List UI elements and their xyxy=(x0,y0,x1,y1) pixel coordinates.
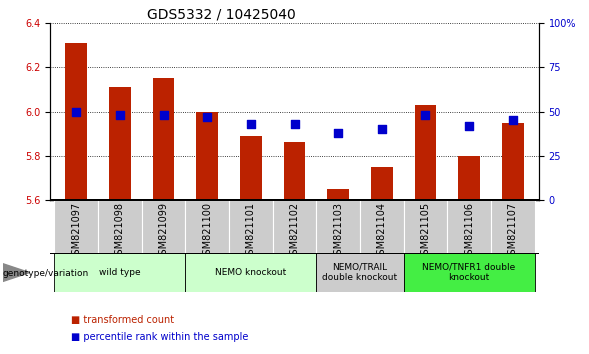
Text: GSM821098: GSM821098 xyxy=(115,202,125,261)
Bar xyxy=(153,78,174,200)
Bar xyxy=(327,189,349,200)
Text: ■ percentile rank within the sample: ■ percentile rank within the sample xyxy=(71,332,248,342)
Bar xyxy=(458,156,480,200)
Point xyxy=(246,121,256,127)
Text: GSM821107: GSM821107 xyxy=(508,202,518,261)
Bar xyxy=(65,43,87,200)
Bar xyxy=(371,167,393,200)
Point xyxy=(464,123,474,129)
Text: GSM821102: GSM821102 xyxy=(290,202,299,261)
Text: GSM821105: GSM821105 xyxy=(421,202,431,261)
Point xyxy=(159,112,168,118)
Text: genotype/variation: genotype/variation xyxy=(3,269,89,278)
Point xyxy=(290,121,299,127)
Point xyxy=(377,126,386,132)
Text: GSM821104: GSM821104 xyxy=(377,202,387,261)
Bar xyxy=(316,200,360,253)
Bar xyxy=(403,253,535,292)
Text: GSM821099: GSM821099 xyxy=(158,202,168,261)
Bar xyxy=(196,112,218,200)
Bar xyxy=(415,105,436,200)
Point xyxy=(333,130,343,136)
Text: NEMO/TRAIL
double knockout: NEMO/TRAIL double knockout xyxy=(322,263,398,282)
Text: wild type: wild type xyxy=(99,268,141,277)
Bar xyxy=(186,253,316,292)
Bar xyxy=(98,200,142,253)
Title: GDS5332 / 10425040: GDS5332 / 10425040 xyxy=(147,8,296,22)
Point xyxy=(203,114,212,120)
Bar xyxy=(491,200,535,253)
Point xyxy=(71,109,81,114)
Bar xyxy=(403,200,447,253)
Bar xyxy=(54,200,98,253)
Bar xyxy=(109,87,131,200)
Point xyxy=(115,112,125,118)
Point xyxy=(508,118,518,123)
Text: GSM821097: GSM821097 xyxy=(71,202,81,261)
Bar xyxy=(229,200,273,253)
Text: NEMO/TNFR1 double
knockout: NEMO/TNFR1 double knockout xyxy=(422,263,516,282)
Bar xyxy=(316,253,403,292)
Bar xyxy=(240,136,262,200)
Text: ■ transformed count: ■ transformed count xyxy=(71,315,174,325)
Polygon shape xyxy=(3,264,29,281)
Bar xyxy=(283,142,306,200)
Bar xyxy=(142,200,186,253)
Bar xyxy=(447,200,491,253)
Bar xyxy=(360,200,403,253)
Point xyxy=(421,112,430,118)
Bar xyxy=(502,122,524,200)
Bar xyxy=(186,200,229,253)
Text: NEMO knockout: NEMO knockout xyxy=(215,268,286,277)
Text: GSM821101: GSM821101 xyxy=(246,202,256,261)
Bar xyxy=(273,200,316,253)
Bar xyxy=(54,253,186,292)
Text: GSM821106: GSM821106 xyxy=(464,202,474,261)
Text: GSM821103: GSM821103 xyxy=(333,202,343,261)
Text: GSM821100: GSM821100 xyxy=(202,202,212,261)
